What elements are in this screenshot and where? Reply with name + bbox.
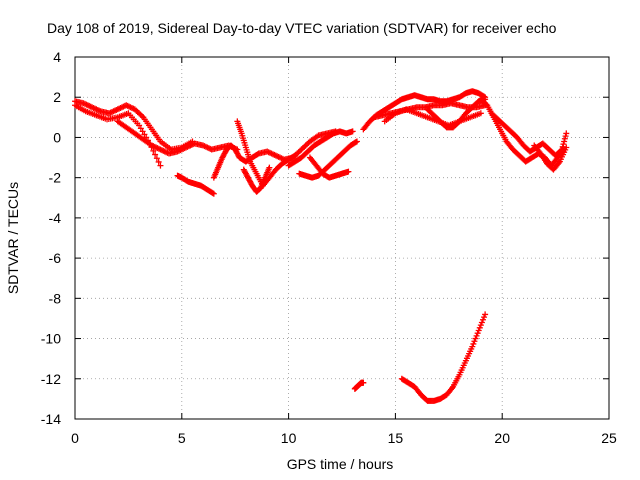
data-point bbox=[483, 101, 490, 108]
x-tick-label: 0 bbox=[71, 430, 79, 446]
y-tick-label: -6 bbox=[49, 250, 62, 266]
data-point bbox=[210, 190, 217, 197]
data-point bbox=[345, 168, 352, 175]
data-point bbox=[559, 143, 566, 150]
data-point bbox=[353, 138, 360, 145]
data-point bbox=[476, 324, 483, 331]
y-tick-label: -12 bbox=[41, 371, 61, 387]
series-track-d bbox=[174, 172, 217, 197]
data-point bbox=[560, 141, 567, 148]
data-point bbox=[360, 379, 367, 386]
y-tick-label: -14 bbox=[41, 411, 61, 427]
y-tick-label: 4 bbox=[53, 49, 61, 65]
data-point bbox=[266, 164, 273, 171]
series-track-b bbox=[72, 98, 196, 153]
x-tick-label: 25 bbox=[601, 430, 617, 446]
data-point bbox=[481, 314, 488, 321]
series-track-i bbox=[296, 138, 360, 181]
plot-border bbox=[74, 56, 610, 420]
data-point bbox=[477, 322, 484, 329]
data-point bbox=[137, 125, 144, 132]
y-tick-label: -10 bbox=[41, 331, 61, 347]
data-point bbox=[557, 147, 564, 154]
x-tick-label: 5 bbox=[178, 430, 186, 446]
data-point bbox=[352, 139, 359, 146]
x-axis-label: GPS time / hours bbox=[287, 456, 394, 472]
data-points bbox=[72, 88, 570, 404]
data-point bbox=[152, 151, 159, 158]
data-point bbox=[136, 122, 143, 129]
data-point bbox=[349, 128, 356, 135]
data-point bbox=[153, 155, 160, 162]
grid bbox=[75, 57, 609, 419]
data-point bbox=[157, 162, 164, 169]
data-point bbox=[141, 131, 148, 138]
data-point bbox=[479, 316, 486, 323]
x-tick-label: 20 bbox=[494, 430, 510, 446]
series-track-o bbox=[477, 96, 568, 169]
y-tick-label: 0 bbox=[53, 129, 61, 145]
data-point bbox=[561, 135, 568, 142]
data-point bbox=[209, 190, 216, 197]
x-tick-label: 15 bbox=[388, 430, 404, 446]
series-track-h bbox=[285, 128, 356, 169]
data-point bbox=[155, 158, 162, 165]
data-point bbox=[290, 153, 297, 160]
y-tick-label: -8 bbox=[49, 290, 62, 306]
y-axis-label: SDTVAR / TECUs bbox=[5, 182, 21, 294]
data-point bbox=[139, 128, 146, 135]
series-track-k bbox=[360, 88, 489, 133]
data-point bbox=[475, 327, 482, 334]
series-track-n bbox=[424, 96, 489, 131]
series-track-j bbox=[306, 154, 352, 181]
series-track-f bbox=[234, 118, 299, 189]
data-point bbox=[478, 319, 485, 326]
data-point bbox=[471, 338, 478, 345]
data-point bbox=[292, 152, 299, 159]
data-point bbox=[563, 130, 570, 137]
chart-title: Day 108 of 2019, Sidereal Day-to-day VTE… bbox=[47, 20, 557, 36]
data-point bbox=[561, 138, 568, 145]
data-point bbox=[482, 311, 489, 318]
data-point bbox=[555, 159, 562, 166]
data-point bbox=[562, 133, 569, 140]
y-tick-label: -2 bbox=[49, 170, 62, 186]
y-tick-label: -4 bbox=[49, 210, 62, 226]
series-track-g bbox=[240, 164, 273, 195]
series-track-s bbox=[398, 311, 489, 404]
data-point bbox=[470, 340, 477, 347]
y-tick-label: 2 bbox=[53, 89, 61, 105]
data-point bbox=[469, 343, 476, 350]
data-point bbox=[472, 335, 479, 342]
series-track-r bbox=[351, 379, 367, 392]
data-point bbox=[474, 330, 481, 337]
x-tick-label: 10 bbox=[281, 430, 297, 446]
data-point bbox=[563, 144, 570, 151]
data-point bbox=[477, 110, 484, 117]
series-track-q bbox=[531, 142, 570, 173]
data-point bbox=[449, 385, 456, 392]
series-track-p bbox=[488, 110, 570, 159]
data-point bbox=[473, 332, 480, 339]
series-track-c bbox=[114, 118, 241, 157]
data-point bbox=[536, 149, 543, 156]
